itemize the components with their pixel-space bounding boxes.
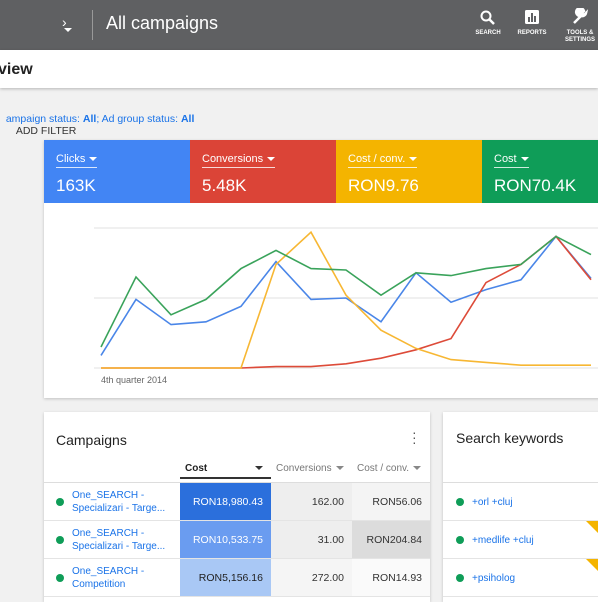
campaign-name-line: Competition xyxy=(72,579,126,590)
cost-cell: RON18,980.43 xyxy=(180,483,271,521)
row-rule xyxy=(443,520,598,521)
row-rule xyxy=(44,558,180,559)
cost-cell: RON5,156.16 xyxy=(180,559,271,597)
conversions-cell: 272.00 xyxy=(271,559,352,597)
header-rule xyxy=(44,482,430,483)
metric-tile[interactable]: Clicks 163K xyxy=(44,140,190,203)
cost-per-conv-cell: RON14.93 xyxy=(352,559,430,597)
sort-arrow xyxy=(255,466,264,471)
overview-card: 4th quarter 2014 Clicks 163K Conversions 5.… xyxy=(44,140,598,398)
tools-icon[interactable] xyxy=(571,8,589,26)
row-rule xyxy=(44,520,180,521)
campaign-name[interactable]: One_SEARCH - Competition xyxy=(72,565,144,591)
column-label: Cost / conv. xyxy=(357,463,410,474)
filter-bar[interactable]: ampaign status: All; Ad group status: Al… xyxy=(0,101,195,137)
campaign-name-line: One_SEARCH - xyxy=(72,528,145,539)
status-dot xyxy=(456,536,464,544)
divider xyxy=(92,10,93,40)
status-dot xyxy=(456,498,464,506)
keywords-card: Search keywords xyxy=(443,412,598,602)
dropdown-arrow xyxy=(409,157,418,162)
cost-per-conv-cell: RON56.06 xyxy=(352,483,430,521)
campaign-name-line: One_SEARCH - xyxy=(72,566,145,577)
column-header[interactable]: Cost xyxy=(185,463,264,474)
conversions-cell: 31.00 xyxy=(271,521,352,559)
metric-label: Conversions xyxy=(202,153,264,165)
flag-triangle xyxy=(586,559,598,571)
flag-triangle xyxy=(586,521,598,533)
line-chart: 4th quarter 2014 xyxy=(94,227,598,385)
series-line xyxy=(100,235,592,356)
dropdown-arrow xyxy=(520,157,529,162)
campaign-name[interactable]: One_SEARCH - Specializari - Targe... xyxy=(72,489,165,515)
metric-value: RON9.76 xyxy=(348,176,419,195)
header-underline xyxy=(180,477,271,479)
metric-tile[interactable]: Conversions 5.48K xyxy=(190,140,336,203)
filter-value: All xyxy=(82,113,97,125)
metric-value: 5.48K xyxy=(202,176,247,195)
add-filter[interactable]: ADD FILTER xyxy=(15,125,77,137)
dropdown[interactable] xyxy=(64,28,72,32)
chevron[interactable]: › xyxy=(62,14,67,30)
campaign-name[interactable]: One_SEARCH - Specializari - Targe... xyxy=(72,527,165,553)
column-label: Cost xyxy=(185,463,208,474)
column-header[interactable]: Cost / conv. xyxy=(357,463,422,474)
filter-value: All xyxy=(180,113,195,125)
metric-label: Cost xyxy=(494,153,517,165)
sort-arrow xyxy=(413,466,422,471)
reports-icon[interactable] xyxy=(525,10,539,24)
metric-label: Cost / conv. xyxy=(348,153,406,165)
metric-name: Cost / conv. xyxy=(348,153,418,168)
sort-arrow xyxy=(335,466,344,471)
cost-cell: RON10,533.75 xyxy=(180,521,271,559)
dropdown-arrow xyxy=(267,157,276,162)
column-header[interactable]: Conversions xyxy=(276,463,344,474)
column-label: Conversions xyxy=(276,463,332,474)
metric-name: Conversions xyxy=(202,153,276,168)
row-rule xyxy=(443,596,598,597)
action-label: SEARCH xyxy=(475,30,501,36)
series-line xyxy=(101,230,591,369)
status-dot xyxy=(456,574,464,582)
dropdown-arrow xyxy=(89,157,98,162)
series-line xyxy=(100,235,592,348)
row-rule xyxy=(443,558,598,559)
metric-tile[interactable]: Cost / conv. RON9.76 xyxy=(336,140,482,203)
filter-text: ; Ad group status: xyxy=(96,113,181,125)
action-label: REPORTS xyxy=(517,30,547,36)
card-title: Search keywords xyxy=(456,430,564,446)
kebab-menu[interactable]: · · · xyxy=(412,424,417,450)
title-strip: view xyxy=(0,50,598,88)
top-bar: › All campaigns SEARCH REPORTS TOOLS & SET… xyxy=(0,0,598,50)
metric-name: Cost xyxy=(494,153,529,168)
keyword[interactable]: +medlife +cluj xyxy=(472,535,534,546)
header-rule xyxy=(443,482,598,483)
page-title: view xyxy=(0,61,33,78)
status-dot xyxy=(56,574,64,582)
metric-value: RON70.4K xyxy=(494,176,577,195)
row-rule xyxy=(44,596,180,597)
metric-name: Clicks xyxy=(56,153,98,168)
campaign-name-line: Specializari - Targe... xyxy=(72,541,166,552)
series-line xyxy=(101,235,592,369)
campaign-name-line: One_SEARCH - xyxy=(72,490,145,501)
filter-text: ampaign status: xyxy=(5,113,83,125)
status-dot xyxy=(56,498,64,506)
conversions-cell: 162.00 xyxy=(271,483,352,521)
keyword[interactable]: +orl +cluj xyxy=(472,497,513,508)
status-dot xyxy=(56,536,64,544)
search-icon[interactable] xyxy=(480,10,496,26)
card-title: Campaigns xyxy=(56,432,127,448)
metric-value: 163K xyxy=(56,176,96,195)
metric-tile[interactable]: Cost RON70.4K xyxy=(482,140,598,203)
keyword[interactable]: +psiholog xyxy=(472,573,516,584)
metric-label: Clicks xyxy=(56,153,86,165)
cost-per-conv-cell: RON204.84 xyxy=(352,521,430,559)
campaign-name-line: Specializari - Targe... xyxy=(72,503,166,514)
x-axis-label: 4th quarter 2014 xyxy=(101,375,167,385)
header-title: All campaigns xyxy=(106,13,219,33)
action-label: TOOLS & SETTINGS xyxy=(564,30,595,43)
